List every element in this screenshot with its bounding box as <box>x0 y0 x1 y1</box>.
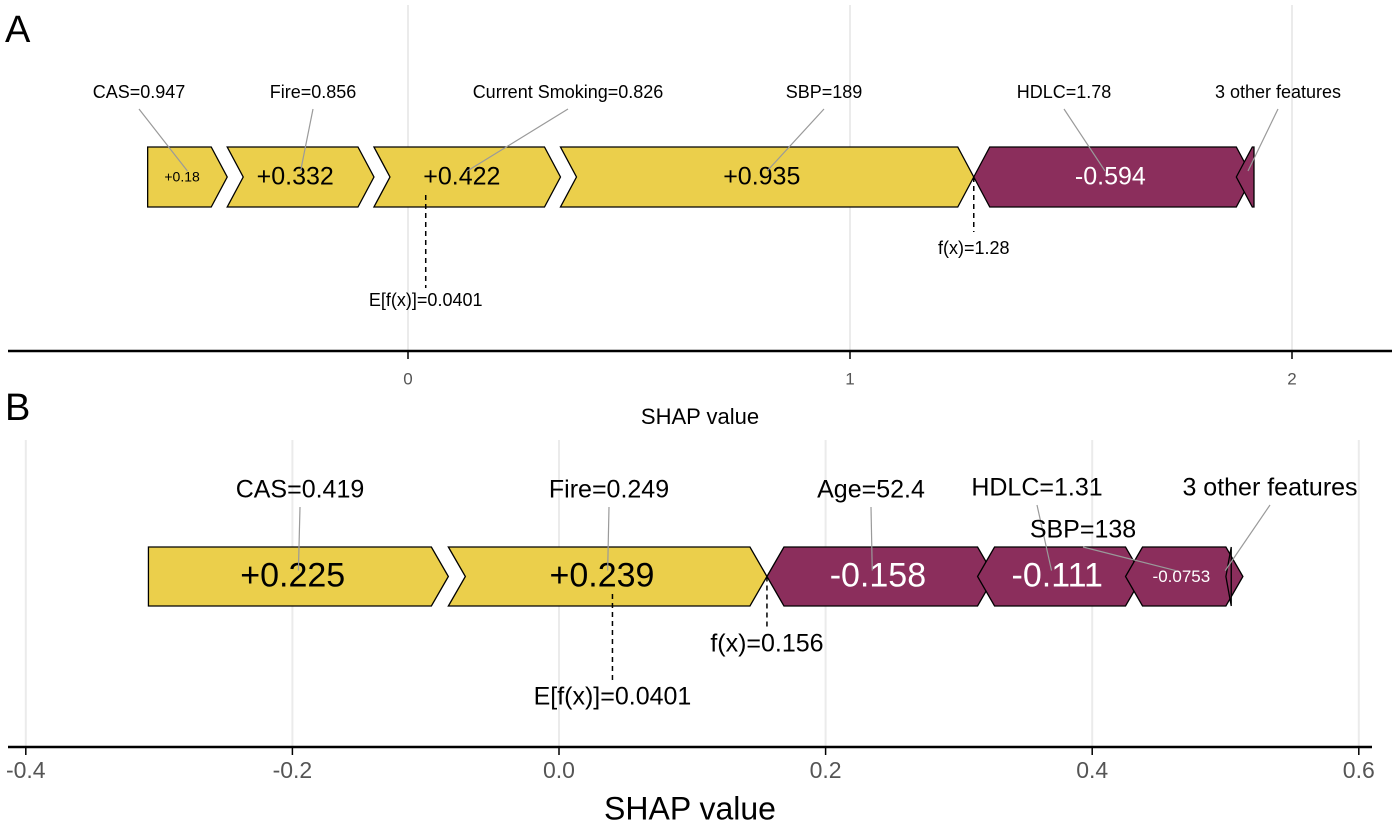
leader-line <box>607 506 610 571</box>
x-tick-label: -0.2 <box>273 757 313 783</box>
feature-label: 3 other features <box>1182 474 1357 502</box>
arrow-value-label: -0.111 <box>1012 556 1103 594</box>
leader-line <box>300 108 314 172</box>
leader-line <box>1224 504 1271 571</box>
arrow-value-label: +0.935 <box>723 163 800 191</box>
force-arrow <box>372 146 562 208</box>
panel-label: A <box>5 9 31 51</box>
force-arrow <box>1124 546 1244 607</box>
leader-line <box>1063 108 1106 172</box>
panel-label: B <box>5 387 30 429</box>
arrow-value-label: +0.422 <box>423 163 500 191</box>
force-arrow <box>226 146 375 208</box>
x-tick-label: -0.4 <box>6 757 46 783</box>
x-tick-label: 0.0 <box>543 757 575 783</box>
leader-line <box>297 506 301 571</box>
x-tick-label: 0 <box>403 369 412 388</box>
output-value-label: f(x)=0.156 <box>710 630 823 658</box>
output-value-label: f(x)=1.28 <box>938 238 1010 258</box>
feature-label: 3 other features <box>1215 82 1341 102</box>
arrow-value-label: -0.0753 <box>1153 567 1211 586</box>
force-arrow <box>447 546 768 607</box>
arrow-value-label: +0.332 <box>257 163 334 191</box>
base-value-label: E[f(x)]=0.0401 <box>534 683 692 711</box>
leader-line <box>466 108 569 172</box>
base-value-label: E[f(x)]=0.0401 <box>369 290 483 310</box>
feature-label: Fire=0.856 <box>270 82 357 102</box>
force-arrow <box>559 146 975 208</box>
x-tick-label: 1 <box>845 369 854 388</box>
x-axis-title: SHAP value <box>641 404 759 429</box>
feature-label: HDLC=1.31 <box>971 474 1102 502</box>
force-arrow <box>1235 146 1255 208</box>
leader-line <box>766 108 825 172</box>
x-tick-label: 2 <box>1287 369 1296 388</box>
arrow-value-label: -0.594 <box>1075 163 1146 191</box>
arrow-value-label: +0.18 <box>164 169 200 185</box>
x-tick-label: 0.2 <box>810 757 842 783</box>
leader-line <box>138 108 188 172</box>
leader-line <box>1247 108 1279 172</box>
feature-label: CAS=0.947 <box>93 82 186 102</box>
feature-label: CAS=0.419 <box>236 476 365 504</box>
feature-label: Current Smoking=0.826 <box>473 82 664 102</box>
leader-line <box>870 506 873 571</box>
leader-line <box>1082 546 1176 572</box>
x-tick-label: 0.4 <box>1076 757 1108 783</box>
force-plot-panel-a: A +0.18 CAS=0.947 +0.332 Fire=0.856 +0.422 Cur… <box>5 5 1392 429</box>
arrow-value-label: -0.158 <box>830 556 926 594</box>
leader-line <box>1036 504 1053 571</box>
feature-label: Fire=0.249 <box>549 476 669 504</box>
feature-label: SBP=189 <box>786 82 863 102</box>
feature-label: SBP=138 <box>1030 516 1136 544</box>
x-axis-title: SHAP value <box>604 790 776 826</box>
force-arrow <box>147 546 450 607</box>
x-tick-label: 0.6 <box>1343 757 1375 783</box>
force-plot-panel-b: B +0.225 CAS=0.419 +0.239 Fire=0.249 -0.158 Ag… <box>5 387 1375 826</box>
feature-label: HDLC=1.78 <box>1017 82 1112 102</box>
force-arrow <box>1225 546 1232 607</box>
arrow-value-label: +0.239 <box>550 556 655 594</box>
feature-label: Age=52.4 <box>817 476 925 504</box>
arrow-value-label: +0.225 <box>240 556 345 594</box>
force-arrow <box>147 146 228 208</box>
